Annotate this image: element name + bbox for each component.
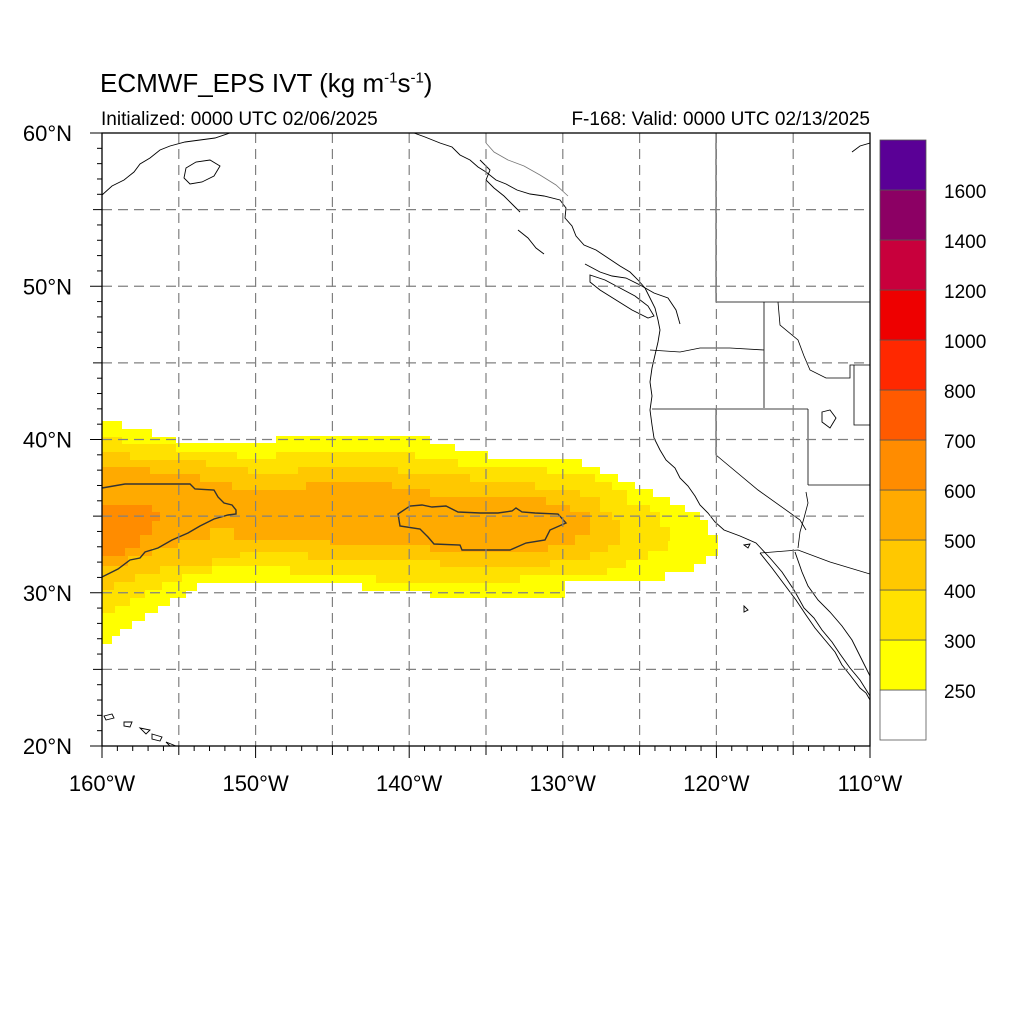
channel-islands	[742, 543, 751, 613]
california-arizona	[797, 491, 809, 549]
map-title: ECMWF_EPS IVT (kg m-1s-1)	[100, 68, 432, 99]
colorbar-swatch	[879, 139, 927, 191]
init-time-label: Initialized: 0000 UTC 02/06/2025	[101, 109, 378, 130]
colorbar-label: 250	[944, 682, 976, 703]
colorbar-label: 1600	[944, 182, 986, 203]
x-tick-label: 140°W	[376, 771, 443, 796]
x-tick-label: 160°W	[69, 771, 136, 796]
contour-central	[397, 504, 568, 551]
colorbar-label: 300	[944, 632, 976, 653]
sw-alaska-coast	[102, 133, 231, 196]
colorbar-swatch	[879, 539, 927, 591]
y-tick-label: 60°N	[23, 121, 72, 146]
axis-ticks	[90, 132, 871, 758]
colorbar-swatch	[879, 239, 927, 291]
x-tick-label: 120°W	[683, 771, 750, 796]
gulf-coast	[794, 551, 870, 677]
colorbar-swatch	[879, 639, 927, 691]
colorbar-swatch	[879, 589, 927, 641]
hawaii-islands	[103, 713, 177, 746]
coastlines	[102, 133, 870, 746]
colorbar-swatch	[879, 439, 927, 491]
idaho-montana	[777, 301, 870, 379]
ivt-band-600	[102, 505, 160, 556]
colorbar-swatch	[879, 289, 927, 341]
kodiak-island	[183, 159, 221, 185]
colorbar-label: 400	[944, 582, 976, 603]
california-nevada	[715, 409, 807, 531]
colorbar-swatch	[879, 689, 927, 741]
vancouver-island	[589, 274, 655, 319]
great-salt-lake	[821, 409, 837, 429]
alaska-islands	[479, 159, 681, 325]
valid-time-label: F-168: Valid: 0000 UTC 02/13/2025	[571, 109, 870, 130]
x-tick-label: 150°W	[222, 771, 289, 796]
colorbar-swatch	[879, 189, 927, 241]
colorbar-label: 1200	[944, 282, 986, 303]
title-exp2: -1	[410, 69, 424, 87]
title-exp1: -1	[384, 69, 398, 87]
axis-labels: 160°W 150°W 140°W 130°W 120°W 110°W 60°N 50°N 40…	[23, 121, 903, 796]
alaska-canada-border	[485, 142, 569, 197]
colorbar-label: 800	[944, 382, 976, 403]
title-suffix: )	[423, 68, 433, 98]
colorbar-label: 1000	[944, 332, 986, 353]
ivt-shading	[102, 421, 718, 644]
y-tick-label: 30°N	[23, 581, 72, 606]
colorbar-label: 1400	[944, 232, 986, 253]
colorbar-swatch	[879, 489, 927, 541]
title-prefix: ECMWF_EPS IVT (kg m	[100, 68, 385, 98]
hudson-bay-coast	[851, 142, 870, 153]
x-tick-label: 110°W	[838, 771, 903, 796]
us-mexico-border	[759, 549, 870, 575]
y-tick-label: 20°N	[23, 734, 72, 759]
gridlines	[102, 133, 870, 746]
colorbar-swatch	[879, 339, 927, 391]
idaho-wyoming	[853, 365, 870, 426]
colorbar-label: 700	[944, 432, 976, 453]
ivt-contour-600	[101, 483, 568, 578]
colorbar-label: 500	[944, 532, 976, 553]
washington-oregon	[649, 347, 765, 353]
west-coast	[413, 133, 870, 697]
baja-coast	[759, 552, 870, 701]
x-tick-label: 130°W	[530, 771, 597, 796]
y-tick-label: 40°N	[23, 428, 72, 453]
colorbar-label: 600	[944, 482, 976, 503]
contour-west	[101, 483, 237, 578]
colorbar-swatch	[879, 389, 927, 441]
y-tick-label: 50°N	[23, 274, 72, 299]
colorbar: 250 300 400 500 600 700 800 1000 1200 1400 1600	[879, 139, 986, 741]
title-mid: s	[397, 68, 411, 98]
